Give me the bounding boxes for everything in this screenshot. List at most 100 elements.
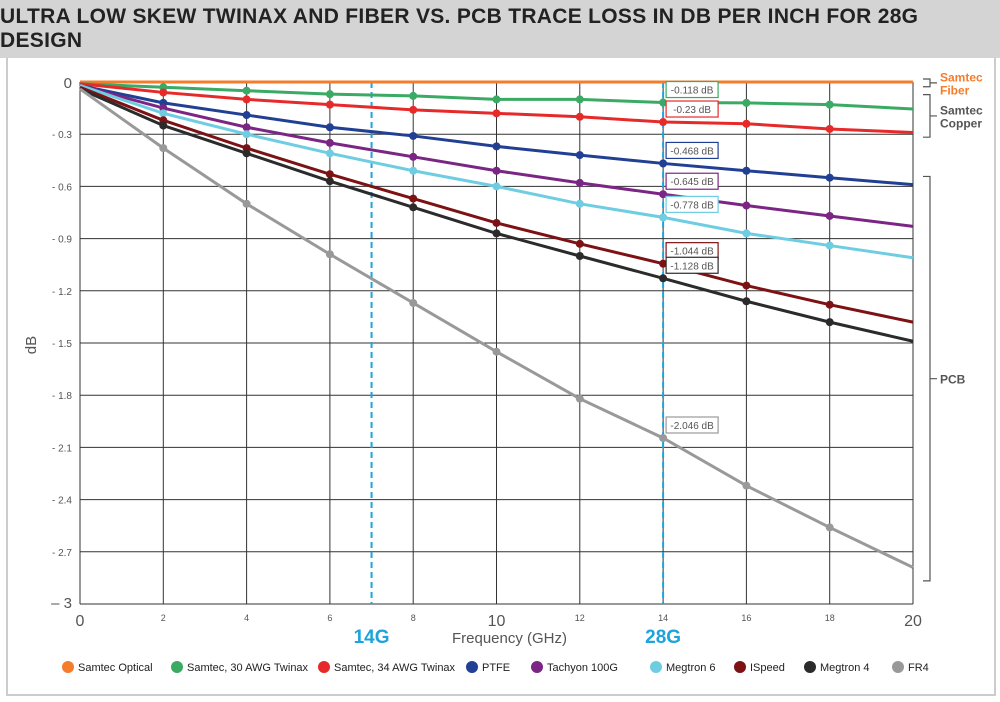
- legend-label: PTFE: [482, 662, 510, 674]
- y-tick-label: 0: [64, 75, 72, 92]
- data-point: [825, 318, 834, 327]
- legend-label: ISpeed: [750, 662, 785, 674]
- group-label: Samtec: [940, 70, 983, 84]
- data-point: [492, 95, 501, 104]
- data-point: [659, 213, 668, 222]
- data-point: [659, 190, 668, 199]
- legend-label: Samtec, 30 AWG Twinax: [187, 662, 309, 674]
- legend-swatch: [892, 661, 904, 673]
- annotation-box: [665, 100, 719, 118]
- data-point: [575, 151, 584, 160]
- data-point: [659, 118, 668, 127]
- data-point: [409, 105, 418, 114]
- data-point: [409, 203, 418, 212]
- group-label: Copper: [940, 116, 982, 130]
- data-point: [742, 481, 751, 490]
- data-point: [325, 170, 334, 179]
- x-tick-label: 4: [244, 613, 249, 623]
- data-point: [409, 91, 418, 100]
- legend-swatch: [171, 661, 183, 673]
- legend-swatch: [734, 661, 746, 673]
- x-tick-label: 0: [76, 613, 85, 630]
- legend-label: Samtec Optical: [78, 662, 153, 674]
- legend-label: Megtron 4: [820, 662, 870, 674]
- legend-label: Tachyon 100G: [547, 662, 618, 674]
- legend-swatch: [804, 661, 816, 673]
- data-point: [742, 229, 751, 238]
- data-point: [159, 144, 168, 153]
- y-tick-label: - 1.8: [52, 391, 72, 402]
- data-point: [825, 124, 834, 133]
- x-tick-label: 6: [327, 613, 332, 623]
- x-axis-label: Frequency (GHz): [452, 630, 567, 647]
- annotation-label: -1.044 dB: [670, 247, 714, 258]
- annotation-box: [665, 141, 719, 160]
- data-point: [659, 434, 668, 443]
- data-point: [325, 149, 334, 158]
- annotation-box: [665, 416, 719, 434]
- annotation-label: -0.118 dB: [671, 86, 714, 97]
- x-tick-label: 20: [904, 613, 922, 630]
- annotation-box: [665, 172, 719, 190]
- y-tick-label: - 2.4: [52, 496, 72, 507]
- data-point: [575, 252, 584, 260]
- data-point: [492, 218, 501, 227]
- data-point: [492, 166, 501, 175]
- data-point: [409, 166, 418, 175]
- data-point: [242, 149, 251, 158]
- data-point: [575, 199, 584, 208]
- data-point: [825, 241, 834, 250]
- data-point: [409, 298, 418, 307]
- x-tick-label: 16: [741, 613, 751, 623]
- data-point: [492, 229, 501, 238]
- data-point: [742, 119, 751, 128]
- chart-frame: [6, 58, 996, 696]
- data-point: [742, 281, 751, 290]
- data-point: [409, 152, 418, 161]
- data-point: [242, 130, 251, 139]
- data-point: [492, 347, 501, 356]
- data-point: [325, 90, 334, 99]
- annotation-label: -0.778 dB: [670, 200, 714, 211]
- data-point: [742, 297, 751, 306]
- data-point: [159, 121, 168, 130]
- group-bracket: [923, 78, 937, 88]
- y-tick-label: – 3: [51, 595, 72, 612]
- y-tick-label: - 1.2: [52, 287, 72, 298]
- data-point: [242, 123, 251, 132]
- x-tick-label: 18: [825, 613, 835, 623]
- title-bar: ULTRA LOW SKEW TWINAX AND FIBER VS. PCB …: [0, 0, 1000, 58]
- data-point: [325, 250, 334, 259]
- data-point: [492, 142, 501, 151]
- data-point: [659, 98, 668, 107]
- y-tick-label: - 0.9: [52, 235, 72, 246]
- data-point: [825, 300, 834, 309]
- y-tick-label: - 0.3: [52, 130, 72, 141]
- data-point: [575, 239, 584, 248]
- data-point: [825, 211, 834, 220]
- group-label: Fiber: [940, 83, 970, 97]
- data-point: [325, 138, 334, 147]
- annotation-box: [665, 80, 719, 99]
- annotation-box: [665, 256, 719, 274]
- annotation-label: -0.23 dB: [673, 105, 711, 116]
- legend-swatch: [62, 661, 74, 673]
- data-point: [325, 100, 334, 109]
- legend-swatch: [531, 661, 543, 673]
- data-point: [242, 95, 251, 104]
- y-tick-label: - 1.5: [52, 339, 72, 350]
- data-point: [492, 109, 501, 118]
- legend-swatch: [466, 661, 478, 673]
- annotation-label: -2.046 dB: [670, 421, 714, 432]
- y-tick-label: - 2.7: [52, 548, 72, 559]
- data-point: [575, 95, 584, 104]
- data-point: [325, 177, 334, 186]
- group-bracket: [923, 175, 937, 582]
- data-point: [325, 123, 334, 132]
- marker-label: 14G: [354, 627, 390, 648]
- data-point: [242, 86, 251, 95]
- data-point: [242, 199, 251, 208]
- legend-label: FR4: [908, 662, 929, 674]
